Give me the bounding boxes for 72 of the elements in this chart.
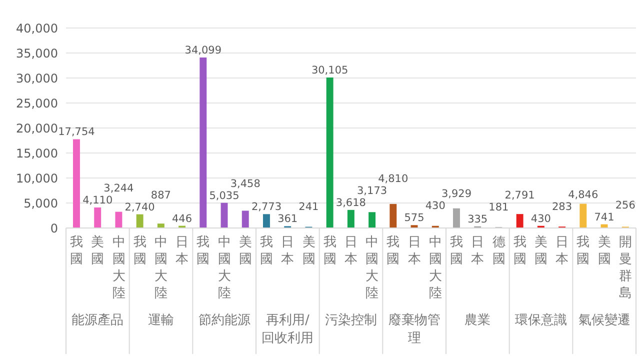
data-label: 887 [150, 189, 171, 202]
data-label: 3,929 [441, 188, 472, 200]
x-tick-label: 美國 [91, 234, 104, 267]
text: 節約能源 [198, 313, 250, 328]
data-label: 17,754 [58, 126, 96, 138]
x-tick-label: 我國 [133, 235, 146, 267]
data-label: 3,618 [336, 196, 366, 209]
x-tick-label: 我國 [196, 235, 210, 267]
x-tick-label: 美國 [598, 234, 611, 267]
x-tick-label: 美國 [302, 234, 316, 267]
data-label: 2,740 [124, 201, 155, 214]
x-tick-label: 德國 [492, 235, 506, 267]
x-tick-label: 中國大陸 [112, 235, 126, 301]
data-label: 4,110 [82, 194, 113, 206]
x-tick-label: 日本 [471, 235, 484, 267]
x-tick-label: 我國 [386, 235, 400, 267]
x-tick-label: 中國大陸 [366, 235, 379, 301]
data-label: 256 [615, 199, 636, 212]
text: 農業 [464, 313, 491, 328]
text: 能源產品 [72, 313, 124, 328]
x-tick-label: 中國大陸 [218, 235, 231, 301]
x-tick-label: 我國 [323, 235, 336, 267]
y-tick-label: 20,000 [16, 121, 58, 136]
y-tick-label: 15,000 [16, 146, 58, 160]
data-label: 4,846 [568, 188, 598, 201]
text: 廢棄物管理 [388, 312, 440, 346]
data-label: 741 [594, 211, 614, 224]
data-label: 575 [404, 212, 424, 224]
x-tick-label: 日本 [556, 235, 569, 267]
data-label: 430 [530, 212, 551, 225]
x-tick-label: 日本 [176, 235, 189, 267]
x-tick-label: 中國大陸 [428, 235, 442, 301]
data-label: 335 [468, 213, 488, 226]
text: 再利用/回收利用 [262, 313, 314, 346]
data-label: 283 [552, 200, 572, 213]
x-tick-label: 我國 [513, 235, 526, 267]
x-tick-label: 美國 [534, 234, 548, 267]
data-label: 30,105 [311, 64, 348, 76]
data-label: 446 [172, 212, 192, 225]
data-label: 5,035 [209, 190, 240, 202]
x-tick-label: 日本 [408, 235, 421, 267]
data-label: 2,773 [251, 201, 282, 214]
data-label: 3,173 [357, 184, 388, 197]
x-tick-label: 我國 [450, 235, 464, 267]
y-tick-label: 10,000 [16, 171, 58, 186]
data-label: 2,791 [504, 189, 535, 202]
text: 污染控制 [325, 313, 377, 328]
x-tick-label: 日本 [344, 235, 358, 267]
x-tick-label: 日本 [281, 235, 294, 267]
y-tick-label: 30,000 [16, 71, 58, 86]
data-label: 34,099 [184, 44, 222, 57]
text: 氣候變遷 [578, 313, 630, 328]
data-label: 430 [425, 200, 446, 212]
y-tick-label: 35,000 [16, 46, 58, 60]
text: 環保意識 [515, 313, 567, 328]
x-tick-label: 我國 [70, 235, 84, 267]
data-label: 181 [488, 201, 509, 214]
y-tick-label: 5,000 [24, 196, 58, 210]
x-tick-label: 開曼群島 [618, 235, 632, 301]
data-label: 4,810 [378, 172, 408, 185]
data-label: 241 [298, 201, 319, 214]
y-tick-label: 0 [50, 221, 58, 236]
data-label: 361 [278, 213, 298, 226]
x-tick-label: 中國大陸 [154, 235, 168, 301]
data-label: 3,244 [104, 182, 134, 194]
x-tick-label: 美國 [238, 234, 252, 267]
x-tick-label: 我國 [260, 235, 274, 267]
text: 運輸 [148, 313, 174, 328]
data-label: 3,458 [230, 178, 260, 190]
y-tick-label: 40,000 [16, 21, 58, 36]
x-tick-label: 我國 [576, 235, 590, 267]
y-tick-label: 25,000 [16, 96, 58, 110]
